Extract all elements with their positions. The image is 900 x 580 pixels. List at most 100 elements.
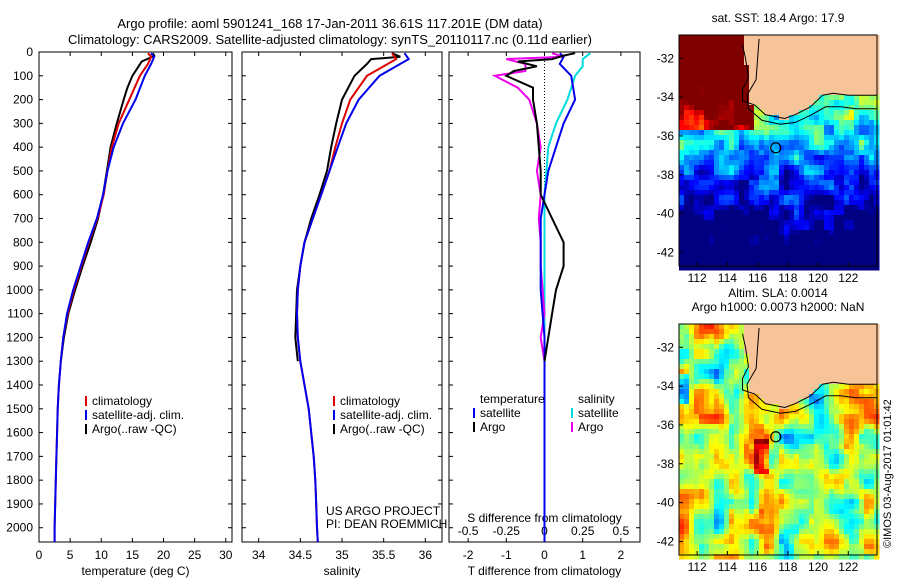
figure-title-line1: Argo profile: aoml 5901241_168 17-Jan-20… xyxy=(117,16,543,31)
legend-label: Argo(..raw -QC) xyxy=(92,422,177,436)
salinity-x-tick-label: 34.5 xyxy=(289,548,313,562)
sla-map-coastline xyxy=(742,333,877,409)
credit-label: ©IMOS 03-Aug-2017 01:01:42 xyxy=(882,399,894,548)
salinity-diff-tick-label: -0.25 xyxy=(493,524,521,538)
sst-map-x-tick-label: 112 xyxy=(688,271,707,285)
y-tick-label: 200 xyxy=(13,93,33,107)
y-tick-label: 1900 xyxy=(6,497,33,511)
difference-x-tick-label: 2 xyxy=(618,548,625,562)
temperature-x-axis-label: temperature (deg C) xyxy=(81,564,189,578)
sst-map-shelf-contour xyxy=(746,38,877,125)
y-tick-label: 1100 xyxy=(7,307,33,321)
sst-map-x-tick-label: 122 xyxy=(838,271,858,285)
sla-map-y-tick-label: -40 xyxy=(657,496,675,510)
temperature-series-satelliteadjclim-1 xyxy=(53,52,156,542)
salinity-series-satelliteadjclim-1 xyxy=(295,52,411,542)
salinity-diff-tick-label: 0.25 xyxy=(571,524,595,538)
y-tick-label: 300 xyxy=(13,116,33,130)
sla-map-argo-position-marker xyxy=(770,431,782,443)
y-tick-label: 1400 xyxy=(6,378,33,392)
temperature-x-tick-label: 0 xyxy=(36,548,43,562)
temperature-axes-box xyxy=(38,51,233,543)
legend-heading: salinity xyxy=(578,392,615,406)
difference-x-axis-label: T difference from climatology xyxy=(468,564,622,578)
legend-label: climatology xyxy=(340,394,400,408)
difference-x-tick-label: 0 xyxy=(541,548,548,562)
temperature-x-tick-label: 30 xyxy=(219,548,233,562)
y-tick-label: 100 xyxy=(13,69,33,83)
y-tick-label: 0 xyxy=(26,45,33,59)
sla-map-x-tick-label: 118 xyxy=(778,560,797,574)
legend-label: climatology xyxy=(92,394,152,408)
sst-map-x-tick-label: 118 xyxy=(778,271,797,285)
sst-map-x-tick-label: 114 xyxy=(718,271,737,285)
y-tick-label: 1300 xyxy=(6,354,33,368)
legend-label: satellite-adj. clim. xyxy=(340,408,432,422)
difference-x-tick-label: -2 xyxy=(463,548,474,562)
project-annotation: PI: DEAN ROEMMICH xyxy=(326,517,447,531)
sst-map-y-tick-label: -38 xyxy=(657,168,675,182)
y-tick-label: 1700 xyxy=(6,449,33,463)
y-tick-label: 900 xyxy=(13,259,33,273)
salinity-diff-tick-label: -0.5 xyxy=(458,524,479,538)
y-tick-label: 600 xyxy=(13,188,33,202)
y-tick-label: 1600 xyxy=(6,426,33,440)
sst-map-y-tick-label: -40 xyxy=(657,207,675,221)
sst-map-y-tick-label: -36 xyxy=(657,129,675,143)
legend-label: Argo xyxy=(480,420,506,434)
sst-map-field xyxy=(679,35,880,271)
salinity-x-tick-label: 35.5 xyxy=(372,548,396,562)
temperature-x-tick-label: 15 xyxy=(126,548,140,562)
sst-map-y-tick-label: -42 xyxy=(657,245,675,259)
salinity-x-tick-label: 35 xyxy=(335,548,349,562)
legend-label: satellite xyxy=(578,406,619,420)
sla-map-x-tick-label: 116 xyxy=(748,560,767,574)
difference-x-tick-label: -1 xyxy=(501,548,512,562)
difference-x-tick-label: 1 xyxy=(579,548,586,562)
sst-map-coastline xyxy=(742,44,877,120)
sla-map-field xyxy=(679,324,880,560)
sla-map-frame xyxy=(678,323,878,556)
sst-map-argo-position-marker xyxy=(770,142,782,154)
sla-map-shelf-contour xyxy=(746,327,877,414)
sla-map-subtitle: Argo h1000: 0.0073 h2000: NaN xyxy=(692,300,865,314)
y-tick-label: 1500 xyxy=(6,402,33,416)
sst-map-title: sat. SST: 18.4 Argo: 17.9 xyxy=(712,11,845,25)
sst-map-frame xyxy=(678,34,878,267)
y-tick-label: 2000 xyxy=(6,521,33,535)
salinity-x-axis-label: salinity xyxy=(324,564,361,578)
sla-map-title: Altim. SLA: 0.0014 xyxy=(728,286,828,300)
salinity-x-tick-label: 36 xyxy=(419,548,433,562)
temperature-x-tick-label: 10 xyxy=(95,548,109,562)
y-tick-label: 400 xyxy=(13,140,33,154)
sla-map-x-tick-label: 112 xyxy=(688,560,707,574)
y-tick-label: 500 xyxy=(13,164,33,178)
temperature-x-tick-label: 25 xyxy=(188,548,202,562)
temperature-series-argo-2 xyxy=(59,52,156,362)
y-tick-label: 1800 xyxy=(6,473,33,487)
legend-label: satellite xyxy=(480,406,521,420)
sla-map-y-tick-label: -42 xyxy=(657,534,675,548)
sst-map-y-tick-label: -32 xyxy=(657,51,675,65)
project-annotation: US ARGO PROJECT xyxy=(326,504,441,518)
difference-series-argo-1 xyxy=(504,52,576,362)
salinity-x-tick-label: 34 xyxy=(252,548,266,562)
sla-map-x-tick-label: 114 xyxy=(718,560,737,574)
sst-map-x-tick-label: 116 xyxy=(748,271,767,285)
legend-label: Argo(..raw -QC) xyxy=(340,422,425,436)
salinity-diff-tick-label: 0.5 xyxy=(613,524,630,538)
sla-map-y-tick-label: -32 xyxy=(657,340,675,354)
temperature-x-tick-label: 5 xyxy=(67,548,74,562)
sla-map-x-tick-label: 120 xyxy=(808,560,828,574)
sla-map-x-tick-label: 122 xyxy=(838,560,858,574)
y-tick-label: 800 xyxy=(13,235,33,249)
temperature-x-tick-label: 20 xyxy=(157,548,171,562)
y-tick-label: 1200 xyxy=(6,330,33,344)
sla-map-y-tick-label: -38 xyxy=(657,457,675,471)
y-tick-label: 700 xyxy=(13,212,33,226)
legend-label: satellite-adj. clim. xyxy=(92,408,184,422)
sst-map-y-tick-label: -34 xyxy=(657,90,675,104)
sla-map-y-tick-label: -36 xyxy=(657,418,675,432)
legend-label: Argo xyxy=(578,420,604,434)
